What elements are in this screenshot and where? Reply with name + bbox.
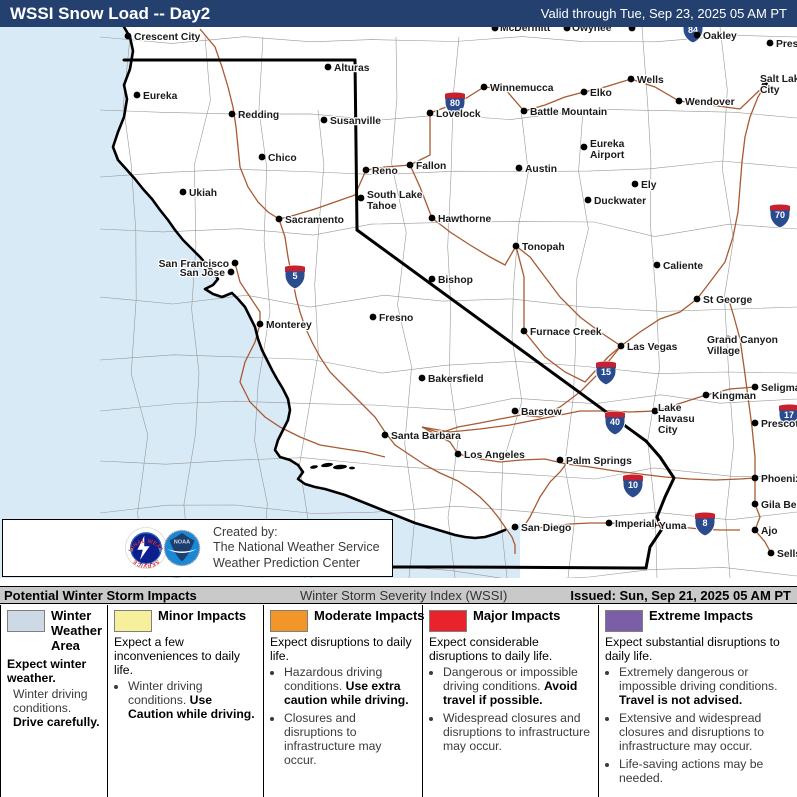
svg-text:15: 15 — [601, 367, 611, 377]
svg-text:Crescent City: Crescent City — [134, 32, 201, 43]
svg-text:Phoenix: Phoenix — [761, 474, 797, 485]
svg-text:Palm Springs: Palm Springs — [566, 456, 632, 467]
svg-text:Wendover: Wendover — [685, 97, 735, 108]
svg-text:Duckwater: Duckwater — [594, 196, 646, 207]
svg-text:Alturas: Alturas — [334, 63, 370, 74]
svg-text:Salt Lake: Salt Lake — [760, 74, 797, 85]
svg-text:Wells: Wells — [637, 75, 664, 86]
svg-text:Airport: Airport — [590, 150, 625, 161]
svg-text:Ukiah: Ukiah — [189, 188, 217, 199]
svg-text:Austin: Austin — [525, 164, 557, 175]
svg-text:Chico: Chico — [268, 153, 297, 164]
svg-text:Sells: Sells — [777, 549, 797, 560]
svg-text:Tahoe: Tahoe — [367, 201, 397, 212]
svg-text:Yuma: Yuma — [659, 521, 687, 532]
svg-text:Elko: Elko — [590, 88, 612, 99]
svg-text:Havasu: Havasu — [658, 414, 695, 425]
svg-text:Battle Mountain: Battle Mountain — [530, 107, 607, 118]
svg-text:Preston: Preston — [776, 39, 797, 50]
svg-text:Grand Canyon: Grand Canyon — [707, 335, 778, 346]
svg-text:Hawthorne: Hawthorne — [438, 214, 491, 225]
svg-text:San Jose: San Jose — [180, 268, 225, 279]
svg-text:McDermitt: McDermitt — [500, 27, 551, 34]
svg-text:40: 40 — [610, 417, 620, 427]
svg-text:Jackpot: Jackpot — [615, 27, 654, 28]
svg-text:Eureka: Eureka — [590, 139, 625, 150]
svg-text:Lake: Lake — [658, 403, 682, 414]
svg-text:San Diego: San Diego — [521, 523, 571, 534]
svg-text:Lovelock: Lovelock — [436, 109, 481, 120]
svg-text:80: 80 — [450, 98, 460, 108]
svg-text:South Lake: South Lake — [367, 190, 423, 201]
svg-text:70: 70 — [775, 210, 785, 220]
svg-text:Fresno: Fresno — [379, 313, 413, 324]
svg-text:Prescott: Prescott — [761, 419, 797, 430]
svg-text:St George: St George — [703, 295, 752, 306]
svg-text:Susanville: Susanville — [330, 116, 381, 127]
svg-text:Tonopah: Tonopah — [522, 242, 565, 253]
svg-text:Ajo: Ajo — [761, 526, 778, 537]
svg-text:Ely: Ely — [641, 180, 657, 191]
svg-text:10: 10 — [628, 480, 638, 490]
svg-text:Bakersfield: Bakersfield — [428, 374, 484, 385]
svg-text:Seligman: Seligman — [761, 383, 797, 394]
svg-text:8: 8 — [702, 518, 707, 528]
svg-text:City: City — [658, 425, 678, 436]
svg-text:Furnace Creek: Furnace Creek — [530, 327, 602, 338]
svg-text:Owyhee: Owyhee — [572, 27, 612, 34]
svg-text:Las Vegas: Las Vegas — [627, 342, 678, 353]
svg-text:Caliente: Caliente — [663, 261, 703, 272]
svg-text:Imperial: Imperial — [615, 519, 655, 530]
svg-text:Bishop: Bishop — [438, 275, 473, 286]
svg-text:Sacramento: Sacramento — [285, 215, 344, 226]
svg-text:Santa Barbara: Santa Barbara — [391, 431, 461, 442]
svg-text:Winnemucca: Winnemucca — [490, 83, 554, 94]
svg-text:Redding: Redding — [238, 110, 279, 121]
svg-text:Fallon: Fallon — [416, 161, 446, 172]
svg-text:Kingman: Kingman — [712, 391, 756, 402]
svg-text:Monterey: Monterey — [266, 320, 312, 331]
svg-text:Gila Bend: Gila Bend — [761, 500, 797, 511]
svg-text:Village: Village — [707, 346, 740, 357]
svg-text:Barstow: Barstow — [521, 407, 563, 418]
svg-text:NOAA: NOAA — [174, 540, 190, 546]
svg-text:Los Angeles: Los Angeles — [464, 450, 525, 461]
svg-text:Eureka: Eureka — [143, 91, 178, 102]
svg-text:City: City — [760, 85, 780, 96]
svg-text:Oakley: Oakley — [703, 31, 737, 42]
svg-text:Reno: Reno — [372, 166, 398, 177]
svg-text:5: 5 — [292, 271, 297, 281]
